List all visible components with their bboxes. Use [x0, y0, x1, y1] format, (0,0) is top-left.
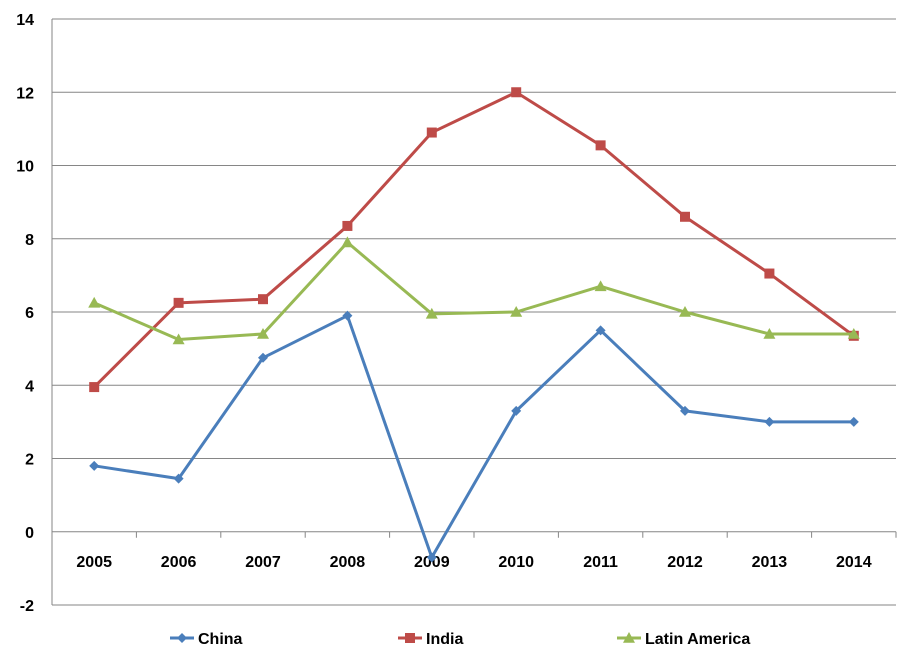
- y-tick-label: 6: [25, 305, 34, 322]
- legend-label: Latin America: [645, 631, 750, 648]
- legend-item-india: India: [398, 631, 463, 648]
- legend-label: China: [198, 631, 243, 648]
- y-tick-label: 12: [16, 85, 34, 102]
- data-point-china: [89, 460, 100, 471]
- data-point-china: [595, 325, 606, 336]
- x-tick-label: 2010: [498, 554, 534, 571]
- y-axis: -2 0 2 4 6 8 10 12 14: [16, 12, 53, 615]
- x-tick-label: 2008: [330, 554, 366, 571]
- x-tick-label: 2011: [583, 554, 618, 571]
- data-point-china: [426, 552, 437, 563]
- data-point-china: [258, 352, 268, 363]
- legend-marker-latin-america: [623, 632, 635, 643]
- data-point-latin-america: [172, 333, 185, 345]
- legend-label: India: [426, 631, 463, 648]
- legend: China India Latin America: [170, 631, 750, 648]
- data-point-china: [342, 310, 353, 321]
- data-point-latin-america: [341, 236, 354, 248]
- y-tick-label: 8: [25, 232, 34, 249]
- data-point-india: [764, 268, 775, 279]
- x-tick-label: 2012: [667, 554, 703, 571]
- data-point-china: [511, 405, 522, 416]
- data-point-india: [595, 140, 606, 151]
- data-point-india: [258, 294, 268, 305]
- data-point-india: [426, 127, 437, 138]
- data-point-latin-america: [88, 296, 101, 308]
- y-tick-label: 2: [25, 452, 34, 469]
- series-latin-america: [88, 236, 860, 345]
- data-point-india: [680, 211, 690, 222]
- data-point-latin-america: [763, 327, 776, 339]
- data-point-china: [848, 416, 859, 427]
- legend-item-latin-america: Latin America: [617, 631, 750, 648]
- series-line-india: [93, 90, 855, 389]
- series-india: [89, 87, 859, 393]
- data-point-india: [511, 87, 522, 98]
- x-axis: 2005200620072008200920102011201220132014: [51, 531, 897, 571]
- legend-marker-india: [405, 633, 415, 643]
- x-tick-label: 2005: [76, 554, 112, 571]
- x-tick-label: 2006: [161, 554, 197, 571]
- y-tick-label: 14: [16, 12, 34, 29]
- data-point-china: [173, 473, 184, 484]
- data-point-china: [764, 416, 775, 427]
- data-point-latin-america: [594, 280, 607, 292]
- series-line-latin-america: [93, 240, 854, 341]
- data-point-latin-america: [425, 307, 438, 319]
- y-tick-label: 0: [25, 525, 34, 542]
- data-point-india: [89, 382, 100, 393]
- data-point-india: [342, 220, 353, 231]
- data-point-latin-america: [257, 327, 269, 339]
- legend-item-china: China: [170, 631, 243, 648]
- series-china: [89, 310, 859, 563]
- x-tick-label: 2014: [836, 554, 872, 571]
- data-point-latin-america: [847, 327, 860, 339]
- y-tick-label: 4: [25, 378, 34, 395]
- x-tick-label: 2013: [752, 554, 788, 571]
- data-point-latin-america: [510, 306, 523, 317]
- legend-marker-china: [177, 633, 187, 643]
- data-point-india: [173, 297, 184, 308]
- series-group: [88, 87, 860, 563]
- data-point-latin-america: [679, 306, 691, 317]
- series-line-china: [93, 314, 854, 559]
- x-tick-label: 2007: [245, 554, 281, 571]
- data-point-china: [680, 405, 690, 416]
- y-tick-label: 10: [16, 159, 34, 176]
- y-tick-label: -2: [20, 598, 34, 615]
